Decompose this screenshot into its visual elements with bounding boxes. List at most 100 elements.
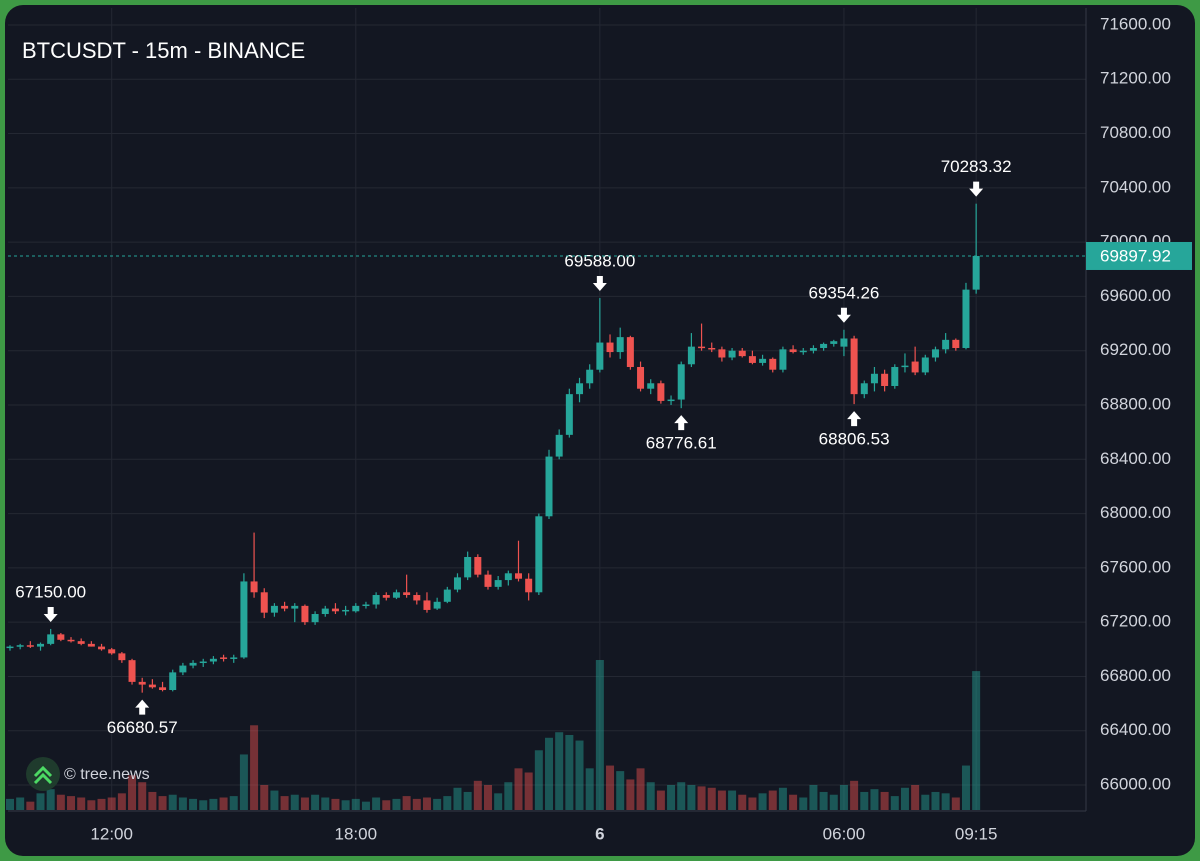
candle-body	[403, 592, 411, 596]
candle-body	[342, 609, 350, 612]
y-tick-label: 68400.00	[1100, 449, 1171, 468]
volume-bar	[504, 782, 513, 810]
volume-bar	[707, 787, 716, 810]
volume-bar	[453, 787, 462, 810]
candle-body	[392, 592, 400, 598]
candle-body	[179, 665, 187, 673]
volume-bar	[941, 793, 950, 810]
volume-bar	[67, 796, 76, 810]
volume-bar	[199, 800, 208, 810]
volume-bar	[46, 789, 55, 810]
volume-bar	[158, 796, 167, 810]
volume-bar	[229, 796, 238, 810]
volume-bar	[606, 765, 615, 810]
volume-bar	[56, 794, 65, 810]
volume-bar	[545, 737, 554, 810]
candle-body	[37, 643, 45, 647]
volume-bar	[311, 794, 320, 810]
y-tick-label: 67200.00	[1100, 612, 1171, 631]
candle-body	[525, 578, 533, 593]
candle-body	[972, 255, 980, 290]
annotation: 66680.57	[107, 699, 178, 737]
volume-bar	[900, 787, 909, 810]
volume-bar	[351, 798, 360, 810]
volume-bar	[961, 765, 970, 810]
volume-bar	[850, 780, 859, 810]
x-tick-label: 12:00	[90, 824, 133, 843]
candle-body	[962, 289, 970, 348]
candle-body	[891, 366, 899, 386]
annotation: 69354.26	[808, 283, 879, 323]
watermark-logo-icon	[33, 765, 53, 785]
volume-bar	[473, 780, 482, 810]
candle-body	[677, 364, 685, 400]
candle-body	[291, 605, 299, 609]
volume-bar	[16, 797, 25, 810]
candle-body	[952, 339, 960, 348]
annotation-arrow	[43, 606, 58, 622]
volume-bar	[636, 768, 645, 810]
candle-body	[718, 349, 726, 358]
volume-bar	[87, 800, 96, 810]
volume-bar	[412, 798, 421, 810]
candle-body	[840, 338, 848, 347]
volume-bar	[819, 791, 828, 810]
candle-body	[504, 573, 512, 581]
candle-body	[515, 573, 522, 579]
volume-bar	[178, 797, 187, 810]
candle-body	[942, 339, 950, 350]
candle-body	[545, 456, 553, 517]
candle-body	[301, 605, 309, 623]
candle-body	[77, 641, 85, 644]
chart-title: BTCUSDT - 15m - BINANCE	[22, 38, 305, 63]
candle-body	[138, 681, 146, 685]
volume-bar	[341, 800, 350, 810]
volume-bar	[524, 772, 533, 810]
volume-bar	[626, 779, 635, 810]
candle-body	[423, 600, 431, 610]
candle-body	[647, 383, 655, 389]
candle-body	[464, 557, 472, 578]
candle-body	[321, 608, 329, 615]
candle-body	[606, 342, 614, 353]
volume-bar	[778, 787, 787, 810]
volume-bar	[189, 798, 198, 810]
volume-bar	[951, 797, 960, 810]
candle-body	[769, 358, 777, 370]
candle-body	[565, 394, 573, 435]
volume-bar	[565, 735, 574, 810]
candle-body	[413, 595, 421, 601]
volume-bar	[117, 793, 126, 810]
candle-body	[331, 608, 339, 612]
volume-bar	[616, 771, 625, 810]
volume-bar	[26, 801, 35, 810]
candle-body	[616, 337, 624, 353]
candle-body	[809, 347, 817, 351]
volume-bar	[392, 798, 401, 810]
volume-bar	[36, 793, 45, 810]
volume-bar	[890, 796, 899, 810]
volume-bar	[717, 790, 726, 810]
candle-body	[199, 661, 207, 664]
candle-body	[47, 634, 55, 644]
volume-bar	[361, 801, 370, 810]
annotation: 69588.00	[564, 252, 635, 292]
volume-bar	[270, 790, 279, 810]
volume-bar	[829, 794, 838, 810]
candle-body	[118, 653, 126, 661]
watermark-text: © tree.news	[64, 766, 150, 783]
candle-body	[474, 557, 482, 575]
volume-bar	[667, 785, 676, 810]
volume-bar	[728, 790, 737, 810]
volume-bar	[768, 790, 777, 810]
annotation-arrow	[969, 181, 984, 197]
annotation-arrow	[592, 276, 607, 292]
volume-bar	[483, 785, 492, 810]
volume-bar	[433, 798, 442, 810]
candle-body	[250, 581, 258, 593]
volume-bar	[443, 796, 452, 810]
x-tick-label: 18:00	[335, 824, 378, 843]
candle-body	[16, 645, 24, 647]
candle-body	[169, 672, 177, 691]
volume-bar	[6, 798, 14, 810]
